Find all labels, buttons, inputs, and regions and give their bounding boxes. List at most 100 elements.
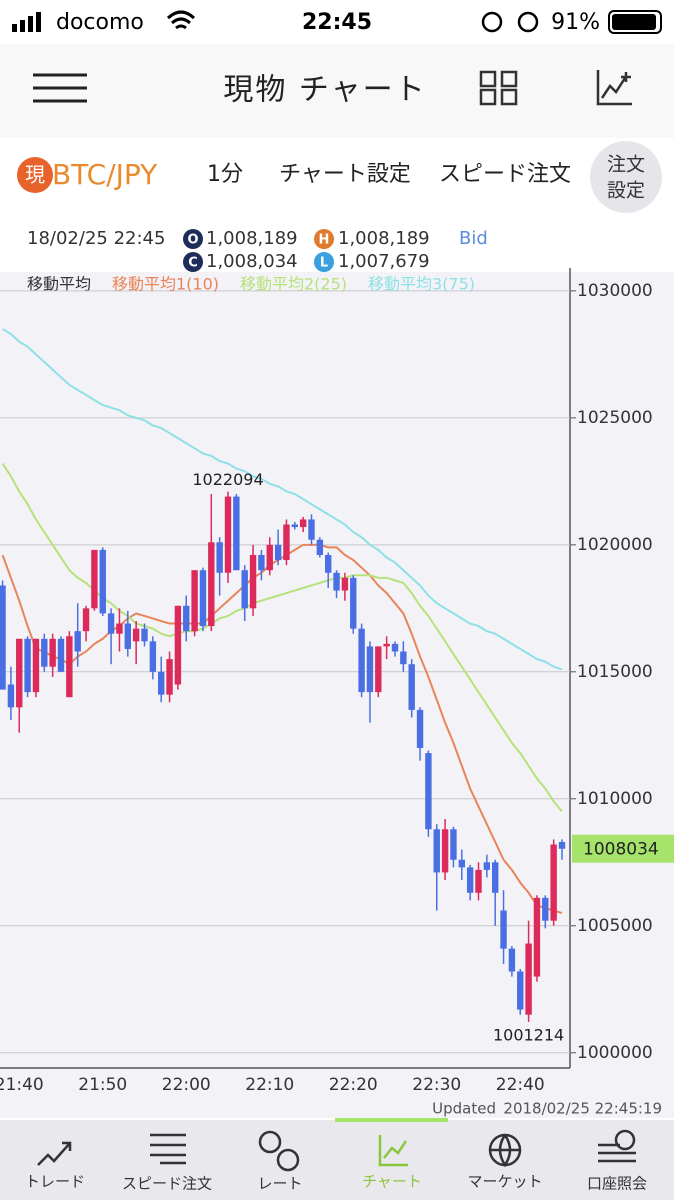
candle-body: [483, 862, 491, 870]
candle-body: [441, 829, 449, 873]
candle-body: [341, 577, 349, 591]
tab-label[interactable]: トレード: [25, 1173, 85, 1191]
indicator-label: 移動平均: [27, 275, 91, 294]
candle-body: [241, 570, 248, 609]
candle-body: [132, 628, 140, 642]
candle-body: [141, 628, 148, 642]
candle-body: [174, 605, 182, 685]
candle-body: [458, 859, 465, 868]
legend-entry: 移動平均1(10): [112, 275, 219, 294]
indicator-button[interactable]: [596, 70, 632, 106]
tab-label[interactable]: レート: [257, 1175, 302, 1193]
alarm-icon: [517, 11, 539, 33]
candle-body: [366, 646, 374, 693]
candle-body: [32, 638, 40, 693]
status-bar: [0, 0, 674, 44]
carrier: docomo: [56, 10, 144, 35]
y-tick-label: 1010000: [577, 789, 653, 809]
interval[interactable]: 1分: [207, 162, 243, 187]
candle-body: [375, 646, 382, 693]
lock-icon: [481, 11, 503, 33]
tab-bar: [0, 1120, 674, 1200]
x-tick-label: 21:40: [0, 1075, 44, 1095]
legend-entry: 移動平均2(25): [240, 275, 347, 294]
battery-icon: [608, 10, 662, 34]
candle-body: [466, 867, 474, 893]
battery-level: 91%: [551, 10, 600, 35]
toolbar: [0, 138, 674, 216]
y-tick-label: 1000000: [577, 1043, 653, 1063]
candle-body: [249, 554, 257, 609]
tab-label[interactable]: 口座照会: [587, 1175, 647, 1193]
y-tick-label: 1025000: [577, 408, 653, 428]
close-key: C: [188, 256, 198, 271]
candle-body: [266, 544, 273, 571]
badge: [17, 157, 53, 193]
candle-body: [41, 638, 48, 667]
candle-body: [274, 544, 282, 561]
candle-body: [199, 570, 207, 627]
candle-body: [433, 829, 440, 873]
badge-label: 現: [25, 163, 45, 187]
plot-area: [0, 328, 566, 1022]
candle-body: [408, 664, 415, 710]
high-badge: [314, 229, 334, 249]
moving-average-line: [2, 328, 563, 671]
x-tick-label: 22:30: [412, 1075, 461, 1095]
candle-body: [116, 623, 123, 634]
layout-button[interactable]: [479, 70, 518, 106]
speed-order[interactable]: スピード注文: [439, 162, 571, 187]
x-tick-label: 22:10: [245, 1075, 294, 1095]
candle-body: [224, 496, 232, 573]
open-badge: [183, 229, 203, 249]
legend-entry: 移動平均3(75): [368, 275, 475, 294]
candle-body: [99, 549, 106, 614]
clock: 22:45: [302, 10, 372, 35]
candle-body: [517, 971, 524, 1010]
candle-body: [24, 638, 31, 693]
candle-body: [0, 585, 6, 690]
candle-body: [216, 542, 223, 573]
candle-body: [82, 608, 90, 632]
candle-body: [400, 651, 407, 665]
candle-body: [308, 519, 315, 540]
quote-time: 18/02/25 22:45: [27, 228, 165, 249]
candle-body: [391, 643, 399, 652]
low-badge: [314, 252, 334, 272]
candle-body: [49, 638, 56, 667]
candle-body: [299, 519, 307, 528]
order-settings-button[interactable]: [590, 141, 662, 213]
candle-body: [542, 897, 549, 921]
close-badge: [183, 252, 203, 272]
candle-body: [492, 862, 499, 893]
updated-time: 2018/02/25 22:45:19: [503, 1100, 662, 1118]
high-value: 1,008,189: [338, 228, 430, 249]
active-tab-indicator: [335, 1118, 448, 1122]
close-value: 1,008,034: [206, 251, 298, 272]
pair[interactable]: BTC/JPY: [52, 158, 158, 191]
tab-label[interactable]: チャート: [362, 1173, 422, 1191]
candle-body: [325, 554, 332, 573]
side: Bid: [459, 228, 488, 249]
menu-button[interactable]: [33, 73, 87, 103]
y-tick-label: 1015000: [577, 662, 653, 682]
candle-body: [425, 753, 432, 830]
candle-body: [416, 709, 424, 748]
candle-body: [383, 643, 390, 647]
x-tick-label: 22:40: [496, 1075, 545, 1095]
candle-body: [66, 636, 73, 698]
high-key: H: [319, 233, 330, 248]
low-value: 1,007,679: [338, 251, 430, 272]
wifi-icon: [166, 10, 196, 30]
candle-body: [74, 631, 81, 652]
tab-label[interactable]: スピード注文: [122, 1175, 212, 1193]
min-label: 1001214: [493, 1025, 564, 1044]
last-price: 1008034: [583, 840, 659, 860]
candle-body: [525, 943, 532, 1015]
chart-settings[interactable]: チャート設定: [279, 162, 411, 187]
x-tick-label: 22:00: [162, 1075, 211, 1095]
header: [0, 44, 674, 138]
tab-label[interactable]: マーケット: [467, 1173, 542, 1191]
order-settings-label: 注文: [607, 154, 645, 176]
